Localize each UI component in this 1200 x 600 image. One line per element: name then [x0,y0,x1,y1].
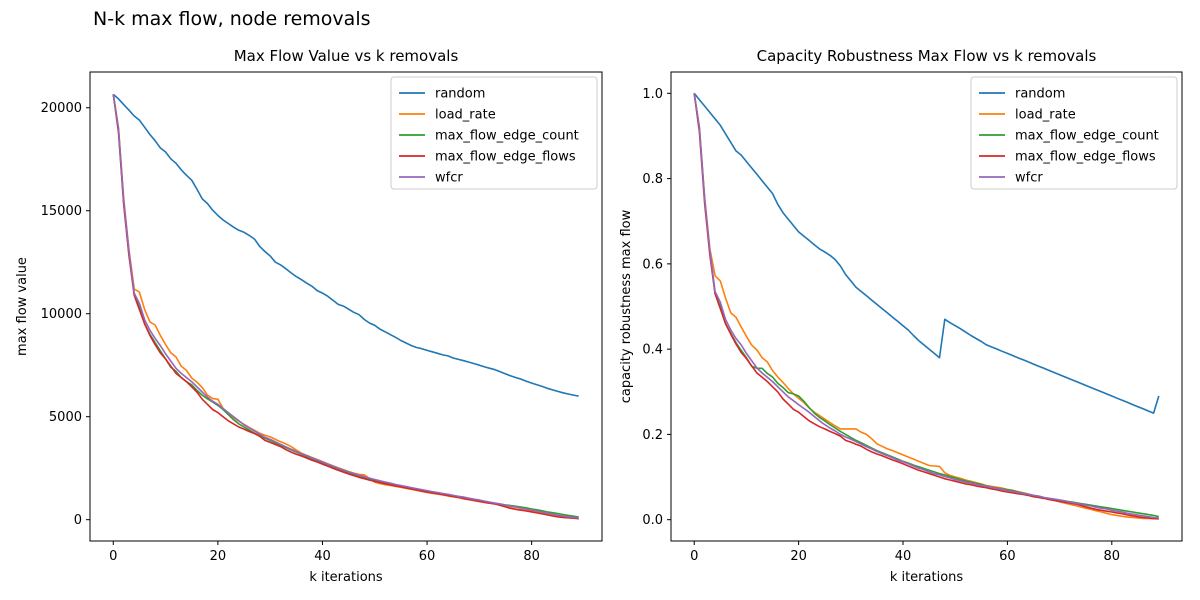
chart-title: Max Flow Value vs k removals [234,47,459,65]
x-tick-label: 80 [1104,549,1121,564]
y-axis-label: max flow value [15,257,30,356]
legend-label-random: random [1015,87,1065,102]
figure-title: N-k max flow, node removals [93,8,371,30]
legend-label-max_flow_edge_flows: max_flow_edge_flows [435,150,576,165]
legend-label-load_rate: load_rate [1015,108,1076,123]
legend: random load_rate max_flow_edge_count max_fl… [970,76,1178,190]
x-tick-label: 80 [523,549,540,564]
x-tick-label: 40 [314,549,331,564]
x-tick-label: 60 [999,549,1016,564]
legend-box [390,76,598,190]
legend-label-wfcr: wfcr [435,171,463,186]
y-axis-label: capacity robustness max flow [619,209,634,403]
y-tick-label: 0.4 [642,343,663,358]
series-line-random [112,93,579,397]
y-tick-label: 0.8 [642,172,663,187]
series-line-max_flow_edge_flows [693,93,1159,520]
x-tick-label: 40 [895,549,912,564]
y-tick-label: 1.0 [642,87,663,102]
legend-label-max_flow_edge_count: max_flow_edge_count [435,129,579,144]
y-tick-label: 10000 [41,307,82,322]
y-tick-label: 0.6 [642,257,663,272]
series-line-wfcr [112,94,579,519]
y-tick-label: 20000 [41,101,82,116]
x-tick-label: 60 [419,549,436,564]
y-tick-label: 0 [74,513,82,528]
series-line-max_flow_edge_flows [112,94,579,520]
legend: random load_rate max_flow_edge_count max_fl… [390,76,598,190]
y-tick-label: 0.2 [642,428,663,443]
x-tick-label: 20 [790,549,807,564]
x-tick-label: 20 [210,549,227,564]
legend-box [970,76,1178,190]
x-tick-label: 0 [109,549,117,564]
y-tick-label: 15000 [41,204,82,219]
series-line-load_rate [693,93,1159,520]
legend-label-load_rate: load_rate [435,108,496,123]
legend-label-max_flow_edge_count: max_flow_edge_count [1015,129,1159,144]
chart-1: 0 20 40 60 80 0 5000 10000 15000 20000 Max Flow Va… [15,47,603,585]
chart-2: 0 20 40 60 80 0.0 0.2 0.4 0.6 0.8 1.0 Capacity Robu… [619,47,1183,585]
legend-label-random: random [435,87,485,102]
y-tick-label: 5000 [49,410,82,425]
x-tick-label: 0 [690,549,698,564]
series-line-random [693,92,1160,414]
x-axis-label: k iterations [890,570,964,585]
y-tick-label: 0.0 [642,513,663,528]
legend-label-max_flow_edge_flows: max_flow_edge_flows [1015,150,1156,165]
legend-label-wfcr: wfcr [1015,171,1043,186]
series-line-wfcr [693,93,1159,519]
plot-frame [670,71,1183,542]
chart-title: Capacity Robustness Max Flow vs k remova… [757,47,1097,65]
plot-frame [89,71,603,542]
x-axis-label: k iterations [309,570,383,585]
